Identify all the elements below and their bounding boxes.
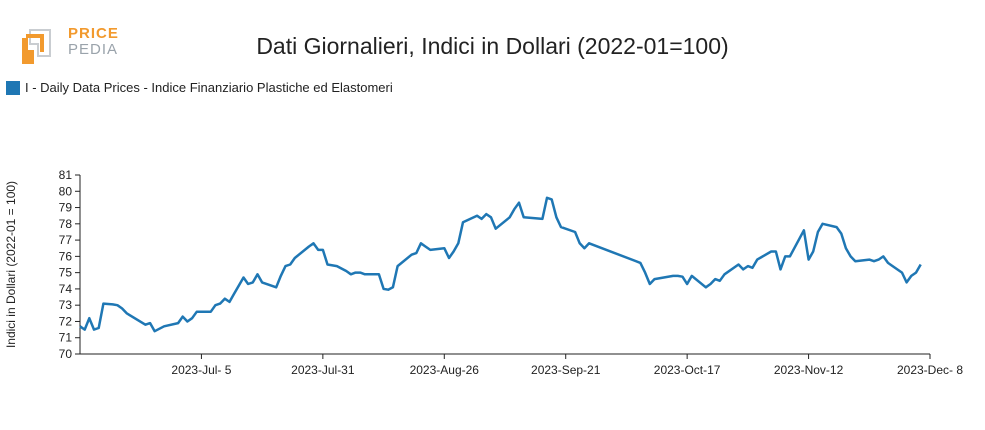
y-tick-label: 75 bbox=[59, 266, 73, 280]
series-line bbox=[79, 196, 922, 333]
legend-swatch bbox=[6, 80, 20, 95]
x-tick-label: 2023-Sep-21 bbox=[531, 363, 601, 377]
y-tick-label: 72 bbox=[59, 314, 73, 328]
x-tick-label: 2023-Nov-12 bbox=[774, 363, 844, 377]
logo-mark-icon bbox=[22, 29, 51, 64]
x-tick-label: 2023-Oct-17 bbox=[654, 363, 721, 377]
pricepedia-logo: PRICE PEDIA bbox=[20, 26, 120, 66]
x-tick-label: 2023-Jul- 5 bbox=[171, 363, 231, 377]
y-tick-label: 76 bbox=[59, 249, 73, 263]
chart-title: Dati Giornalieri, Indici in Dollari (202… bbox=[256, 33, 729, 59]
x-tick-label: 2023-Dec- 8 bbox=[897, 363, 963, 377]
y-tick-label: 70 bbox=[59, 347, 73, 361]
y-tick-label: 79 bbox=[59, 201, 73, 215]
logo-text-line1: PRICE bbox=[68, 25, 119, 42]
y-tick-label: 77 bbox=[59, 233, 73, 247]
y-tick-label: 80 bbox=[59, 184, 73, 198]
y-axis-title: Indici in Dollari (2022-01 = 100) bbox=[4, 181, 18, 348]
x-tick-label: 2023-Aug-26 bbox=[410, 363, 480, 377]
logo-text-line2: PEDIA bbox=[68, 41, 119, 58]
logo-text: PRICE PEDIA bbox=[68, 26, 119, 58]
chart-legend[interactable]: I - Daily Data Prices - Indice Finanziar… bbox=[6, 80, 393, 95]
y-tick-label: 71 bbox=[59, 331, 73, 345]
legend-label: I - Daily Data Prices - Indice Finanziar… bbox=[25, 80, 393, 95]
y-tick-label: 73 bbox=[59, 298, 73, 312]
y-tick-label: 74 bbox=[59, 282, 73, 296]
y-tick-label: 81 bbox=[59, 168, 73, 182]
y-tick-label: 78 bbox=[59, 217, 73, 231]
x-tick-label: 2023-Jul-31 bbox=[291, 363, 355, 377]
